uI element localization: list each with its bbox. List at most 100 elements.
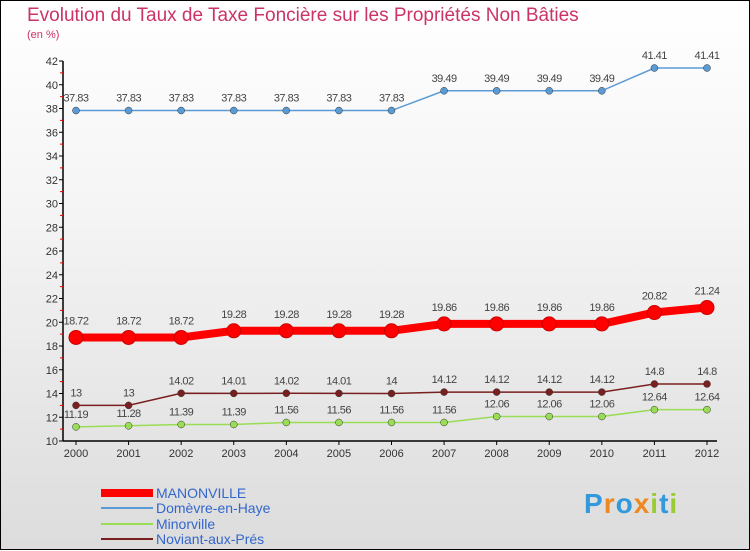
y-tick-label: 24 bbox=[46, 270, 58, 282]
data-label: 20.82 bbox=[642, 291, 667, 303]
data-label: 19.28 bbox=[326, 309, 351, 321]
legend-swatch bbox=[101, 507, 153, 510]
data-point bbox=[335, 106, 343, 115]
data-point bbox=[646, 305, 662, 321]
legend: MANONVILLE Domèvre-en-Haye Minorville Novia… bbox=[101, 485, 270, 547]
data-point bbox=[545, 87, 553, 95]
data-point bbox=[492, 388, 501, 396]
x-tick-label: 2003 bbox=[222, 448, 246, 460]
y-tick-label: 38 bbox=[46, 104, 58, 116]
data-label: 12.06 bbox=[589, 399, 614, 411]
data-point bbox=[492, 412, 501, 421]
x-tick-label: 2005 bbox=[327, 448, 351, 460]
data-label: 39.49 bbox=[589, 73, 614, 85]
y-tick-label: 34 bbox=[46, 151, 58, 163]
series-noviant-aux-pr-s: 13 13 14.02 14.01 14.02 14.01 14 14.12 14.12 14.1… bbox=[70, 366, 718, 410]
x-tick-label: 2004 bbox=[274, 448, 298, 460]
series-minorville: 11.19 11.28 11.39 11.39 11.56 11.56 11.56 11.56… bbox=[64, 392, 720, 431]
data-label: 37.83 bbox=[63, 93, 88, 105]
y-tick-label: 32 bbox=[46, 175, 58, 187]
data-point bbox=[387, 418, 396, 427]
data-point bbox=[650, 64, 659, 72]
data-point bbox=[650, 405, 659, 414]
legend-swatch bbox=[101, 522, 153, 525]
series-dom-vre-en-haye: 37.83 37.83 37.83 37.83 37.83 37.83 37.83 39.49… bbox=[63, 50, 720, 115]
data-label: 37.83 bbox=[116, 93, 141, 105]
data-point bbox=[278, 323, 294, 339]
data-label: 41.41 bbox=[694, 50, 719, 62]
x-tick-label: 2008 bbox=[484, 448, 508, 460]
data-label: 12.06 bbox=[537, 399, 562, 411]
data-label: 39.49 bbox=[537, 73, 562, 85]
data-label: 14.02 bbox=[274, 375, 299, 387]
data-label: 21.24 bbox=[694, 286, 719, 298]
data-point bbox=[72, 423, 80, 431]
x-tick-label: 2000 bbox=[64, 448, 88, 460]
x-tick-label: 2006 bbox=[379, 448, 403, 460]
data-label: 18.72 bbox=[169, 315, 194, 327]
data-point bbox=[440, 418, 448, 427]
y-tick-label: 22 bbox=[46, 294, 58, 306]
data-point bbox=[703, 380, 711, 388]
data-point bbox=[436, 316, 452, 332]
data-label: 19.86 bbox=[537, 302, 562, 314]
data-label: 14.12 bbox=[537, 374, 562, 386]
y-tick-label: 40 bbox=[46, 80, 58, 92]
data-label: 37.83 bbox=[379, 93, 404, 105]
data-point bbox=[331, 323, 347, 339]
data-label: 19.28 bbox=[274, 309, 299, 321]
x-tick-label: 2002 bbox=[169, 448, 193, 460]
data-point bbox=[230, 106, 238, 115]
data-point bbox=[703, 64, 711, 72]
data-point bbox=[282, 106, 291, 115]
data-point bbox=[541, 316, 557, 332]
data-label: 12.06 bbox=[484, 399, 509, 411]
data-label: 39.49 bbox=[432, 73, 457, 85]
data-point bbox=[545, 388, 553, 396]
x-tick-label: 2007 bbox=[432, 448, 456, 460]
y-tick-label: 14 bbox=[46, 389, 58, 401]
data-label: 14.02 bbox=[169, 375, 194, 387]
data-label: 19.28 bbox=[379, 309, 404, 321]
data-label: 41.41 bbox=[642, 50, 667, 62]
data-label: 11.39 bbox=[169, 406, 194, 418]
data-point bbox=[177, 106, 185, 115]
legend-item: Minorville bbox=[101, 516, 270, 532]
data-label: 14.8 bbox=[645, 366, 665, 378]
x-tick-label: 2010 bbox=[590, 448, 614, 460]
data-label: 11.19 bbox=[64, 409, 89, 421]
data-point bbox=[545, 412, 553, 421]
data-label: 37.83 bbox=[274, 93, 299, 105]
data-point bbox=[68, 329, 84, 345]
data-label: 14.12 bbox=[432, 374, 457, 386]
legend-item: Domèvre-en-Haye bbox=[101, 500, 270, 516]
data-label: 19.86 bbox=[432, 302, 457, 314]
data-label: 11.56 bbox=[379, 404, 404, 416]
data-point bbox=[598, 412, 606, 421]
data-point bbox=[335, 389, 343, 398]
data-label: 12.64 bbox=[694, 392, 719, 404]
data-label: 37.83 bbox=[169, 93, 194, 105]
data-label: 14.12 bbox=[589, 374, 614, 386]
data-label: 13 bbox=[123, 387, 135, 399]
y-tick-label: 12 bbox=[46, 412, 58, 424]
data-label: 11.56 bbox=[432, 404, 457, 416]
y-tick-label: 20 bbox=[46, 317, 58, 329]
x-tick-label: 2012 bbox=[695, 448, 719, 460]
data-point bbox=[650, 380, 659, 388]
series-manonville: 18.72 18.72 18.72 19.28 19.28 19.28 19.28 19.86… bbox=[63, 286, 720, 345]
data-point bbox=[230, 420, 238, 429]
chart-title: Evolution du Taux de Taxe Foncière sur l… bbox=[27, 5, 579, 26]
data-label: 11.56 bbox=[274, 404, 299, 416]
data-label: 13 bbox=[70, 387, 82, 399]
x-tick-label: 2001 bbox=[116, 448, 140, 460]
data-label: 11.56 bbox=[327, 404, 352, 416]
x-tick-label: 2009 bbox=[537, 448, 561, 460]
data-point bbox=[384, 323, 399, 339]
data-point bbox=[489, 316, 505, 332]
data-point bbox=[598, 388, 606, 396]
data-point bbox=[387, 389, 396, 398]
y-tick-label: 18 bbox=[46, 341, 58, 353]
